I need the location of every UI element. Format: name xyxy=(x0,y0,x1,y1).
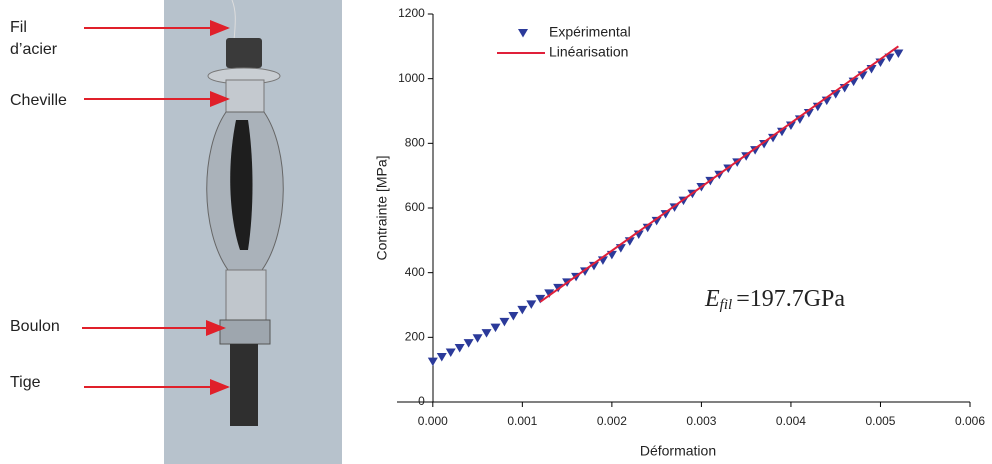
data-point xyxy=(588,261,599,271)
y-tick-label: 400 xyxy=(405,265,425,279)
data-point xyxy=(463,339,474,348)
data-point xyxy=(893,49,904,58)
fit-line xyxy=(539,45,899,303)
y-tick-label: 1000 xyxy=(398,71,425,85)
x-tick-label: 0.006 xyxy=(955,414,985,428)
y-tick-label: 0 xyxy=(418,394,425,408)
data-point xyxy=(517,305,528,315)
annotation-subscript: fil xyxy=(720,297,733,313)
y-tick-label: 800 xyxy=(405,136,425,150)
data-point xyxy=(768,133,779,143)
data-point xyxy=(651,216,662,226)
data-point xyxy=(580,267,591,276)
y-tick-label: 1200 xyxy=(398,6,425,20)
data-point xyxy=(526,300,537,309)
annotation-text: =197.7GPa xyxy=(736,286,845,312)
data-point xyxy=(499,317,510,327)
photo-label: d’acier xyxy=(10,41,58,58)
photo-label: Cheville xyxy=(10,92,67,109)
data-point xyxy=(660,210,671,219)
data-point xyxy=(741,152,752,161)
legend-swatch xyxy=(518,29,528,38)
data-point xyxy=(490,323,501,333)
data-point xyxy=(481,329,492,338)
data-point xyxy=(544,289,555,298)
y-tick-label: 200 xyxy=(405,330,425,344)
data-point xyxy=(750,146,761,155)
x-tick-label: 0.002 xyxy=(597,414,627,428)
data-point xyxy=(884,53,895,63)
data-point xyxy=(508,311,519,321)
y-axis-title: Contrainte [MPa] xyxy=(374,155,390,260)
x-axis-title: Déformation xyxy=(640,443,716,459)
data-point xyxy=(535,294,546,304)
data-point xyxy=(445,348,456,358)
x-tick-label: 0.001 xyxy=(507,414,537,428)
photo-label: Fil xyxy=(10,19,27,36)
annotation: Efil =197.7GPa xyxy=(704,286,845,314)
data-point xyxy=(669,203,680,212)
arrows xyxy=(82,20,230,395)
data-point xyxy=(454,344,465,353)
x-tick-label: 0.000 xyxy=(418,414,448,428)
x-tick-label: 0.004 xyxy=(776,414,806,428)
photo-label: Tige xyxy=(10,374,41,391)
photo-label: Boulon xyxy=(10,318,60,335)
x-tick-label: 0.005 xyxy=(865,414,895,428)
data-point xyxy=(436,353,447,362)
legend-label: Linéarisation xyxy=(549,44,628,60)
data-point xyxy=(472,334,483,343)
data-point xyxy=(759,139,770,149)
data-point xyxy=(427,357,438,367)
annotation-symbol: E xyxy=(704,286,720,312)
photo xyxy=(164,0,342,464)
data-point xyxy=(776,127,787,137)
legend-label: Expérimental xyxy=(549,24,631,40)
y-tick-label: 600 xyxy=(405,200,425,214)
x-tick-label: 0.003 xyxy=(686,414,716,428)
